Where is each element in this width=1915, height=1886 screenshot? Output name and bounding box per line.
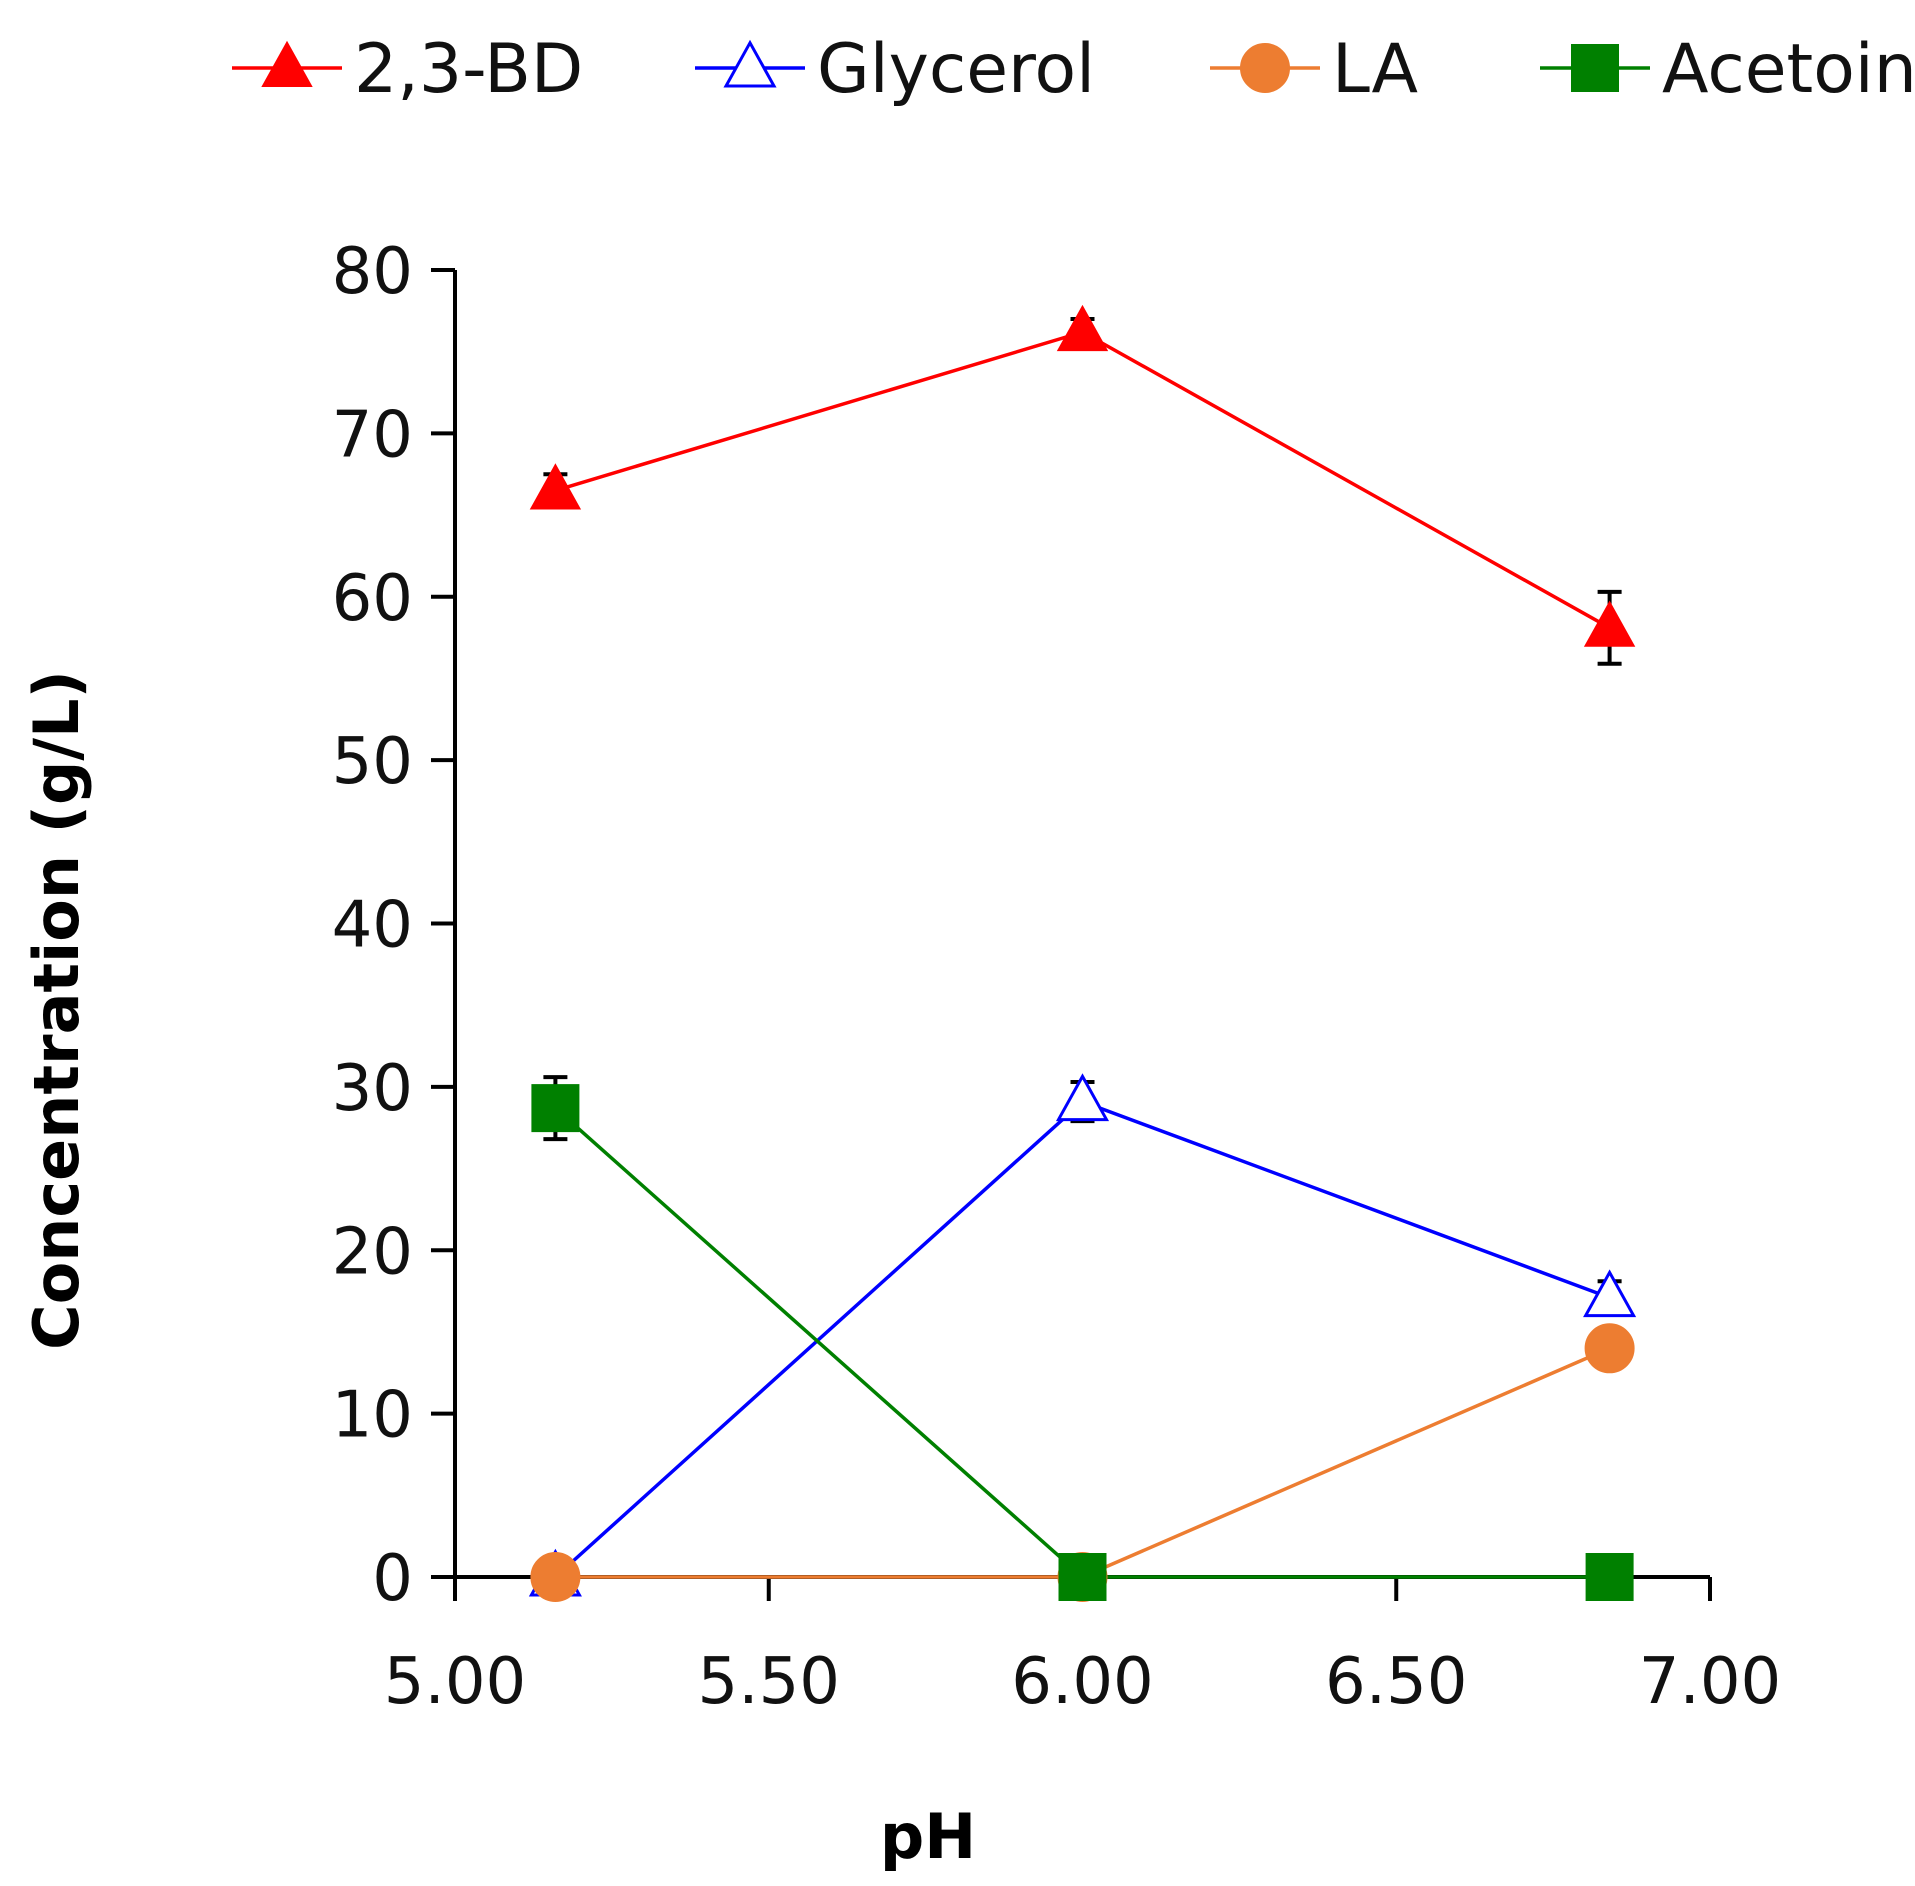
legend-item-glycerol: Glycerol bbox=[695, 30, 1095, 109]
legend-label: LA bbox=[1332, 30, 1418, 109]
y-tick-label: 40 bbox=[332, 889, 413, 963]
x-axis-title: pH bbox=[880, 1800, 976, 1873]
y-tick-label: 60 bbox=[332, 562, 413, 636]
data-point-glycerol bbox=[1055, 1073, 1110, 1122]
x-tick-label: 5.00 bbox=[384, 1645, 527, 1719]
series-markers bbox=[528, 304, 1637, 1602]
legend-label: Glycerol bbox=[817, 30, 1095, 109]
legend-item-la: LA bbox=[1210, 30, 1418, 109]
legend-label: Acetoin bbox=[1662, 30, 1915, 109]
axes bbox=[453, 270, 1710, 1579]
data-point-acetoin bbox=[1585, 1553, 1634, 1601]
legend-item-acetoin: Acetoin bbox=[1540, 30, 1915, 109]
data-point-la bbox=[1584, 1323, 1635, 1374]
legend-item-2-3-bd: 2,3-BD bbox=[232, 30, 583, 109]
data-point-acetoin bbox=[531, 1084, 580, 1133]
data-point-acetoin bbox=[1058, 1553, 1107, 1601]
y-tick-label: 80 bbox=[332, 235, 413, 309]
x-tick-label: 7.00 bbox=[1639, 1645, 1782, 1719]
data-point-2-3-bd bbox=[529, 463, 582, 510]
legend-marker bbox=[1571, 44, 1619, 92]
data-point-2-3-bd bbox=[1583, 600, 1636, 647]
series-line-2-3-bd bbox=[554, 330, 1611, 630]
legend-marker bbox=[1240, 43, 1290, 93]
legend-label: 2,3-BD bbox=[354, 30, 583, 109]
series-line-acetoin bbox=[554, 1106, 1610, 1579]
y-tick-label: 0 bbox=[372, 1542, 413, 1616]
tick-group: 0 10 20 30 40 50 60 70 80 5.00 5.50 6.00 6.50 7.00 bbox=[332, 235, 1782, 1719]
y-tick-label: 50 bbox=[332, 725, 413, 799]
data-point-glycerol bbox=[1583, 1269, 1637, 1318]
data-point-2-3-bd bbox=[1056, 304, 1109, 352]
series-line-la bbox=[555, 1346, 1611, 1579]
y-tick-label: 20 bbox=[332, 1215, 413, 1289]
x-tick-label: 6.50 bbox=[1325, 1645, 1468, 1719]
y-tick-label: 10 bbox=[332, 1379, 413, 1453]
error-bars bbox=[543, 317, 1622, 1316]
series-lines bbox=[554, 330, 1611, 1579]
x-tick-label: 5.50 bbox=[698, 1645, 841, 1719]
legend-marker bbox=[723, 39, 777, 88]
y-tick-label: 70 bbox=[332, 398, 413, 472]
legend-marker bbox=[261, 40, 313, 87]
data-point-la bbox=[530, 1552, 581, 1602]
x-tick-label: 6.00 bbox=[1011, 1645, 1154, 1719]
legend: 2,3-BD Glycerol LA Acetoin bbox=[232, 30, 1915, 109]
y-axis-title: Concentration (g/L) bbox=[20, 670, 93, 1350]
y-tick-label: 30 bbox=[332, 1052, 413, 1126]
series-line-glycerol bbox=[554, 1099, 1611, 1579]
